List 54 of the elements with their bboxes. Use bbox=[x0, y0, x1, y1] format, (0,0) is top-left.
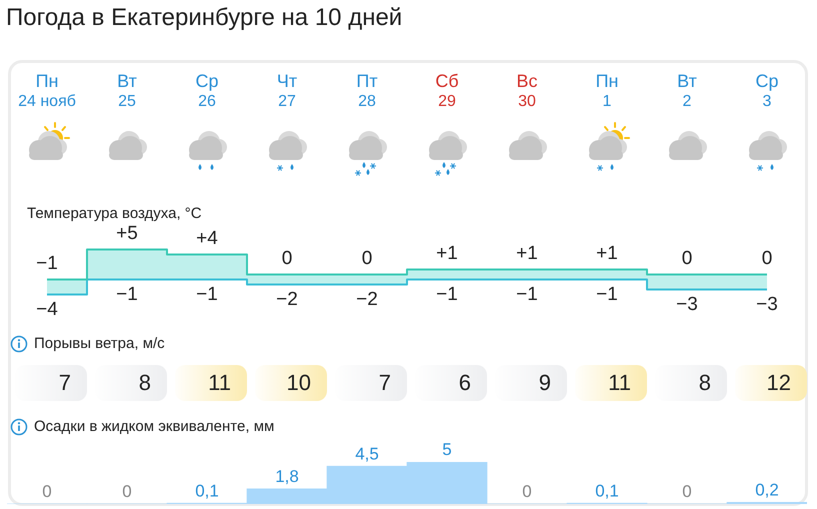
data-label: −3 bbox=[676, 294, 698, 316]
x-tick-label: Пн 24 нояб bbox=[18, 71, 76, 110]
data-label: +1 bbox=[436, 243, 458, 264]
data-label: +1 bbox=[516, 243, 538, 264]
data-label: −2 bbox=[356, 289, 378, 310]
data-label: 12 bbox=[766, 370, 791, 396]
data-label: +1 bbox=[596, 243, 618, 264]
data-label: −3 bbox=[756, 294, 778, 316]
chart-title: Осадки в жидком эквиваленте, мм bbox=[34, 418, 274, 435]
x-tick-label: Пн 1 bbox=[596, 71, 618, 110]
data-label: −1 bbox=[516, 284, 538, 306]
data-label: 7 bbox=[378, 370, 391, 396]
data-label: 8 bbox=[138, 370, 151, 396]
x-tick-label: Ср 3 bbox=[755, 71, 779, 110]
data-label: 0 bbox=[762, 248, 772, 270]
data-label: 7 bbox=[58, 370, 71, 396]
data-label: −1 bbox=[596, 284, 618, 306]
data-label: −1 bbox=[36, 253, 58, 274]
data-label: −2 bbox=[276, 289, 298, 310]
x-tick-label: Вт 25 bbox=[117, 71, 137, 110]
x-tick-label: Пт 28 bbox=[356, 71, 378, 110]
data-label: −4 bbox=[36, 299, 58, 320]
data-label: 9 bbox=[538, 370, 551, 396]
data-label: 0 bbox=[362, 248, 372, 270]
x-tick-label: Вт 2 bbox=[677, 71, 697, 110]
data-label: 0 bbox=[682, 482, 692, 502]
data-label: −1 bbox=[436, 284, 458, 306]
data-label: 1,8 bbox=[275, 467, 299, 486]
data-label: 8 bbox=[698, 370, 711, 396]
x-tick-label: Ср 26 bbox=[195, 71, 219, 110]
x-tick-label: Чт 27 bbox=[276, 71, 298, 110]
data-label: 6 bbox=[458, 370, 471, 396]
data-label: 10 bbox=[286, 370, 311, 396]
x-tick-label: Сб 29 bbox=[435, 71, 459, 110]
data-label: 11 bbox=[608, 370, 631, 396]
data-label: −1 bbox=[196, 284, 218, 306]
data-label: 0 bbox=[282, 248, 292, 270]
data-label: +4 bbox=[196, 228, 218, 250]
data-label: 0 bbox=[522, 482, 532, 502]
chart-title: Погода в Екатеринбурге на 10 дней bbox=[6, 4, 402, 32]
data-label: 5 bbox=[442, 440, 452, 460]
data-label: 0 bbox=[42, 482, 52, 502]
data-label: 0,2 bbox=[755, 480, 779, 500]
data-label: 0,1 bbox=[195, 481, 219, 500]
data-label: 0,1 bbox=[595, 481, 619, 500]
data-label: 0 bbox=[682, 248, 692, 270]
data-label: 0 bbox=[122, 482, 132, 502]
data-label: 11 bbox=[208, 370, 231, 396]
data-label: 4,5 bbox=[355, 444, 379, 464]
data-label: −1 bbox=[116, 284, 138, 306]
x-tick-label: Вс 30 bbox=[516, 71, 538, 110]
chart-subtitle: Температура воздуха, °C bbox=[27, 205, 202, 222]
text: Порывы ветра, м/с bbox=[34, 335, 165, 352]
data-label: +5 bbox=[116, 223, 138, 244]
